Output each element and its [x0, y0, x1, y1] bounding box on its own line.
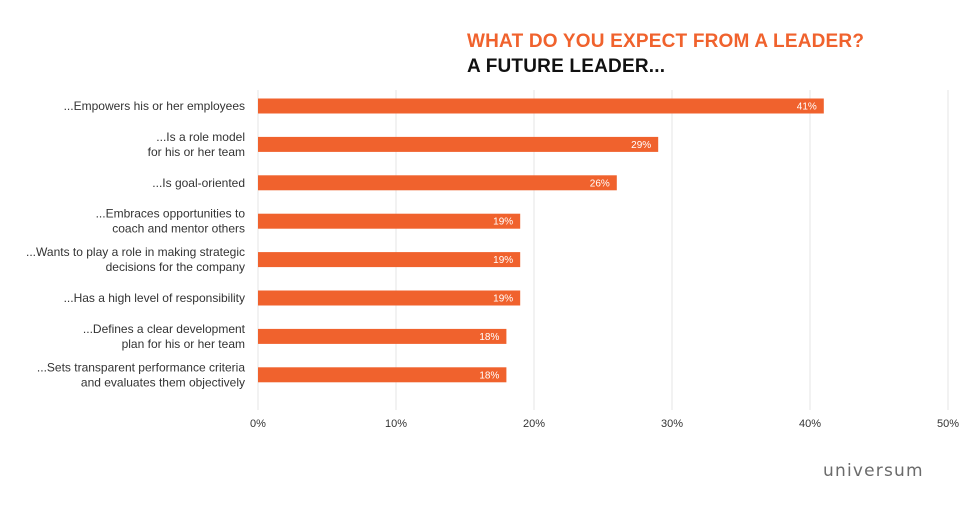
bar-value-label: 29% — [631, 140, 651, 151]
bar — [258, 98, 824, 114]
category-label: ...Defines a clear development plan for h… — [83, 322, 246, 351]
x-tick-label: 30% — [661, 418, 683, 430]
category-label: ...Embraces opportunities to coach and me… — [96, 207, 246, 236]
x-tick-label: 0% — [250, 418, 266, 430]
category-label-line: decisions for the company — [106, 260, 245, 274]
bar-value-label: 41% — [797, 102, 817, 113]
category-label: ...Is a role model for his or her team — [148, 130, 245, 159]
bar-value-label: 18% — [479, 332, 499, 343]
bar-value-label: 19% — [493, 217, 513, 228]
bar — [258, 175, 617, 191]
category-label-line: plan for his or her team — [122, 337, 245, 351]
bar — [258, 213, 521, 229]
bar-value-label: 26% — [590, 178, 610, 189]
category-label-line: for his or her team — [148, 145, 245, 159]
chart-title: WHAT DO YOU EXPECT FROM A LEADER? — [467, 31, 865, 52]
x-tick-label: 50% — [937, 418, 959, 430]
bar-value-label: 18% — [479, 370, 499, 381]
bar — [258, 290, 521, 306]
category-labels: ...Empowers his or her employees ...Is a … — [26, 99, 246, 389]
category-label-line: ...Wants to play a role in making strate… — [26, 245, 245, 259]
bar — [258, 252, 521, 268]
x-tick-label: 10% — [385, 418, 407, 430]
category-label: ...Sets transparent performance criteria… — [37, 360, 245, 389]
x-axis-ticks: 0% 10% 20% 30% 40% 50% — [250, 418, 959, 430]
category-label-line: ...Has a high level of responsibility — [64, 291, 245, 305]
bar-value-label: 19% — [493, 255, 513, 266]
category-label-line: ...Is goal-oriented — [152, 176, 245, 190]
category-label-line: ...Sets transparent performance criteria — [37, 360, 245, 374]
universum-logo: universum — [823, 461, 924, 481]
bar — [258, 136, 659, 152]
category-label: ...Has a high level of responsibility — [64, 291, 245, 305]
category-label: ...Wants to play a role in making strate… — [26, 245, 245, 274]
bar — [258, 367, 507, 383]
category-label: ...Empowers his or her employees — [64, 99, 245, 113]
category-label-line: ...Defines a clear development — [83, 322, 246, 336]
chart-subtitle: A FUTURE LEADER... — [467, 56, 666, 77]
x-tick-label: 40% — [799, 418, 821, 430]
category-label-line: ...Empowers his or her employees — [64, 99, 245, 113]
category-label-line: and evaluates them objectively — [81, 375, 245, 389]
category-label: ...Is goal-oriented — [152, 176, 245, 190]
bars: 41% 29% 26% 19% 19% 19% 18% 18% — [258, 98, 824, 383]
category-label-line: ...Embraces opportunities to — [96, 207, 246, 221]
x-tick-label: 20% — [523, 418, 545, 430]
bar — [258, 328, 507, 344]
bar-value-label: 19% — [493, 294, 513, 305]
category-label-line: coach and mentor others — [112, 222, 245, 236]
category-label-line: ...Is a role model — [156, 130, 245, 144]
